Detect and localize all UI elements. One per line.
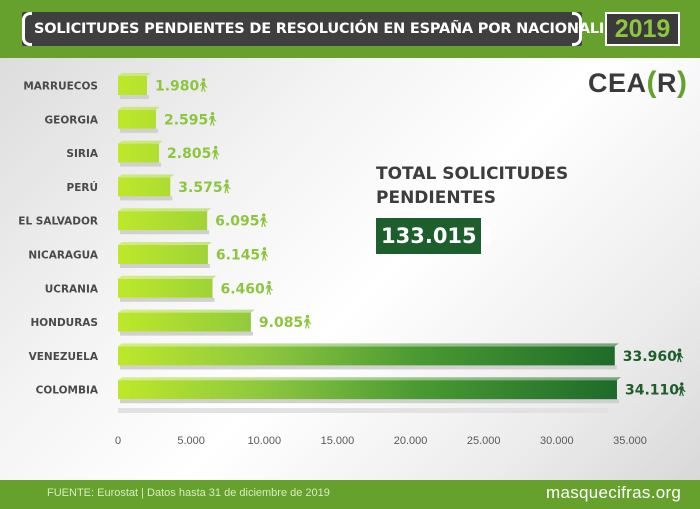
walking-person-icon (199, 78, 208, 92)
value-label: 3.575 (178, 180, 222, 196)
category-label: UCRANIA (45, 283, 99, 295)
x-tick-label: 35.000 (613, 435, 647, 447)
walking-person-icon (678, 382, 686, 397)
walking-person-icon (211, 145, 220, 160)
value-label: 6.145 (216, 248, 260, 264)
bar-top-face (118, 208, 212, 212)
bar-top-face (118, 377, 621, 381)
walking-person-icon (480, 221, 496, 257)
bar-top-face (118, 343, 619, 347)
x-tick-label: 30.000 (540, 435, 574, 447)
walking-person-icon (260, 247, 269, 261)
bar-top-face (118, 174, 175, 178)
bar-shadow (120, 196, 173, 201)
bar (118, 109, 156, 129)
value-label: 6.095 (215, 214, 259, 230)
value-label: 2.805 (167, 146, 211, 162)
bar-shadow (120, 331, 253, 336)
bar (118, 346, 615, 366)
chart-base (118, 408, 608, 413)
bar-shadow (120, 162, 162, 167)
brand-logo: CEA(R) (588, 66, 688, 100)
bar-top-face (118, 140, 164, 144)
source-note: FUENTE: Eurostat | Datos hasta 31 de dic… (47, 487, 330, 499)
category-label: NICARAGUA (28, 250, 99, 262)
walking-person-icon (303, 314, 312, 329)
category-label: MARRUECOS (23, 81, 98, 93)
value-label: 9.085 (259, 315, 303, 331)
bar-top-face (118, 242, 212, 245)
total-label: TOTAL SOLICITUDES PENDIENTES (376, 164, 569, 208)
brand-open: ( (646, 66, 658, 99)
value-label: 6.460 (221, 281, 266, 297)
bar (118, 76, 147, 95)
bar-top-face (118, 275, 217, 279)
bar-top-face (118, 309, 255, 313)
bar (118, 380, 617, 400)
value-label: 1.980 (155, 79, 200, 95)
footer-bar (0, 480, 700, 509)
category-label: EL SALVADOR (18, 216, 98, 228)
bar-top-face (118, 73, 151, 76)
walking-person-icon (259, 213, 268, 228)
value-label: 34.110 (625, 383, 679, 399)
category-label: HONDURAS (30, 317, 98, 329)
right-bracket (572, 12, 582, 46)
title-box (22, 12, 582, 46)
category-label: COLOMBIA (36, 385, 99, 397)
bar-shadow (120, 128, 158, 133)
walking-person-icon (208, 111, 217, 126)
bar (118, 278, 213, 298)
brand-letter: R (657, 68, 678, 98)
bar (118, 312, 251, 332)
x-tick-label: 5.000 (177, 435, 205, 447)
category-label: GEORGIA (45, 114, 99, 126)
bar-shadow (120, 399, 619, 404)
x-tick-label: 10.000 (247, 435, 281, 447)
website-link[interactable]: masquecifras.org (546, 483, 682, 502)
bar (118, 211, 208, 231)
total-value-box: 133.015 (376, 218, 494, 254)
total-value: 133.015 (381, 224, 477, 248)
walking-person-icon (223, 179, 231, 194)
category-label: PERÚ (67, 181, 98, 194)
bar-shadow (120, 95, 149, 99)
chart-title: SOLICITUDES PENDIENTES DE RESOLUCIÓN EN … (34, 21, 639, 37)
x-tick-label: 15.000 (321, 435, 355, 447)
category-label: SIRIA (66, 148, 98, 160)
bar (118, 245, 208, 264)
x-tick-label: 0 (115, 435, 121, 447)
category-label: VENEZUELA (29, 351, 99, 363)
walking-person-icon (675, 348, 684, 363)
bar-shadow (120, 365, 617, 370)
bar-shadow (120, 297, 215, 302)
brand-close: ) (677, 66, 688, 99)
bar (118, 177, 171, 197)
value-label: 2.595 (164, 112, 208, 128)
year-badge: 2019 (605, 12, 680, 46)
bar-shadow (120, 230, 210, 235)
bar-top-face (118, 106, 160, 110)
x-tick-label: 25.000 (467, 435, 501, 447)
bar-shadow (120, 264, 210, 268)
x-tick-label: 20.000 (394, 435, 428, 447)
value-label: 33.960 (623, 349, 677, 365)
bar (118, 143, 160, 163)
brand-prefix: CEA (588, 68, 647, 98)
left-bracket (22, 12, 32, 46)
walking-person-icon (265, 280, 273, 295)
